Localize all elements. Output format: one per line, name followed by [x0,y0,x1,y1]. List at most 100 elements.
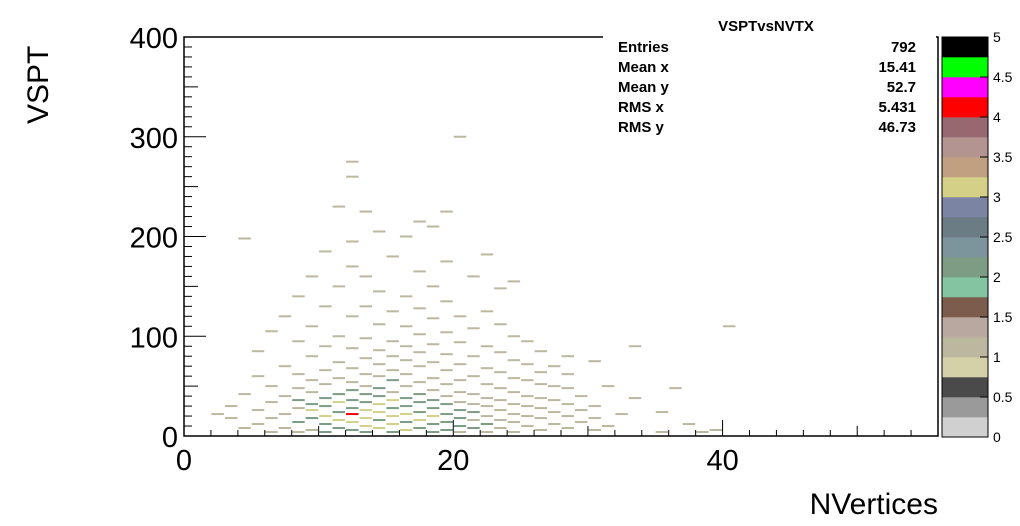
heatmap-bin [480,383,494,386]
heatmap-bin [251,423,265,426]
heatmap-bin [494,287,507,290]
heatmap-bin [359,373,372,376]
heatmap-bin [467,393,480,396]
heatmap-bin [467,355,480,358]
heatmap-bin [359,275,372,278]
heatmap-bin [278,365,292,368]
heatmap-bin [292,399,305,402]
heatmap-bin [534,397,548,400]
heatmap-bin [453,409,467,412]
heatmap-bin [655,411,669,414]
heatmap-bin [601,385,615,388]
heatmap-bin [265,385,278,388]
heatmap-bin [426,225,440,228]
heatmap-bin [588,429,601,432]
x-tick-label: 0 [176,445,192,477]
heatmap-bin [561,387,574,390]
heatmap-bin [521,415,534,418]
palette-swatch [942,237,988,258]
heatmap-bin [346,407,359,410]
heatmap-bin [534,429,548,432]
heatmap-bin [319,369,332,372]
palette-tick-label: 0.5 [993,389,1013,405]
heatmap-bin [413,270,426,273]
heatmap-bin [413,381,426,384]
heatmap-bin [453,315,467,318]
heatmap-bin [305,403,319,406]
heatmap-bin [561,355,574,358]
heatmap-bin [278,413,292,416]
palette-tick-label: 4 [993,109,1001,125]
heatmap-bin [399,295,413,298]
heatmap-bin [440,260,453,263]
palette-swatch [942,397,988,418]
heatmap-bin [521,379,534,382]
heatmap-bin [346,175,359,178]
heatmap-bin [359,337,372,340]
heatmap-bin [413,351,426,354]
heatmap-bin [399,413,413,416]
heatmap-bin [548,411,561,414]
palette-tick-label: 2.5 [993,229,1013,245]
heatmap-bin [494,409,507,412]
heatmap-bin [413,411,426,414]
stats-value: 5.431 [878,99,916,116]
heatmap-bin [224,417,238,420]
stats-value: 52.7 [887,79,916,96]
heatmap-bin [399,345,413,348]
heatmap-bin [440,429,453,432]
heatmap-bin [278,395,292,398]
heatmap-bin [386,355,399,358]
heatmap-bin [521,405,534,408]
heatmap-bin [346,347,359,350]
heatmap-bin [305,391,319,394]
heatmap-bin [305,379,319,382]
heatmap-bin [319,250,332,253]
heatmap-bin [467,375,480,378]
stats-value: 15.41 [878,59,916,76]
palette-swatch [942,417,988,438]
heatmap-bin [440,331,453,334]
heatmap-bin [440,369,453,372]
heatmap-bin [359,357,372,360]
heatmap-bin [386,415,399,418]
heatmap-bin [238,427,251,430]
palette-swatch [942,257,988,278]
heatmap-bin [346,413,359,416]
stats-label: RMS x [618,99,665,116]
heatmap-bin [359,409,372,412]
heatmap-bin [346,160,359,163]
heatmap-bin [251,350,265,353]
heatmap-bin [319,345,332,348]
heatmap-bin [453,363,467,366]
heatmap-bin [426,389,440,392]
heatmap-bin [413,333,426,336]
heatmap-bin [319,415,332,418]
heatmap-bin [507,335,521,338]
heatmap-bin [413,220,426,223]
heatmap-bin [386,340,399,343]
heatmap-bin [440,353,453,356]
heatmap-bin [507,359,521,362]
heatmap-bin [467,327,480,330]
palette-swatch [942,337,988,358]
heatmap-bin [467,419,480,422]
heatmap-bin [399,359,413,362]
heatmap-bin [278,427,292,430]
heatmap-bin [211,413,224,416]
heatmap-bin [628,345,642,348]
heatmap-bin [346,240,359,243]
heatmap-bin [480,431,494,434]
heatmap-bin [346,389,359,392]
heatmap-bin [426,423,440,426]
heatmap-bin [359,417,372,420]
heatmap-bin [507,421,521,424]
heatmap-bin [359,305,372,308]
heatmap-bin [480,423,494,426]
palette-tick-label: 0 [993,429,1001,445]
heatmap-bin [305,325,319,328]
heatmap-bin [534,383,548,386]
heatmap-bin [332,285,346,288]
heatmap-bin [292,407,305,410]
